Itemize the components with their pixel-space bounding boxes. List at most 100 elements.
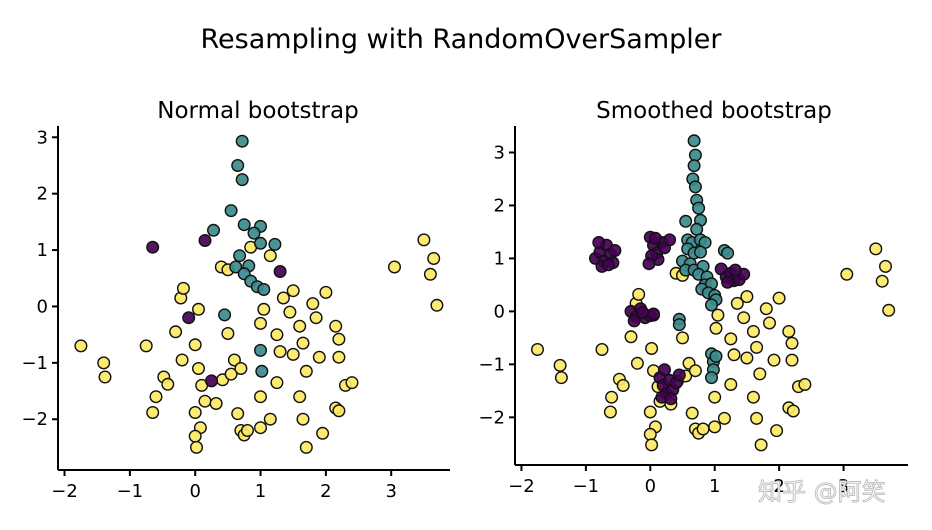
data-point-class-2 bbox=[74, 339, 88, 353]
data-point-class-0 bbox=[204, 374, 218, 388]
data-point-class-2 bbox=[332, 350, 346, 364]
y-tick-label: 0 bbox=[494, 301, 505, 322]
data-point-class-1 bbox=[255, 364, 269, 378]
x-tick-label: 2 bbox=[320, 481, 331, 502]
data-point-class-2 bbox=[770, 424, 784, 438]
data-point-class-2 bbox=[161, 377, 175, 391]
data-point-class-2 bbox=[191, 302, 205, 316]
data-point-class-2 bbox=[730, 296, 744, 310]
data-point-class-2 bbox=[293, 319, 307, 333]
data-point-class-0 bbox=[627, 314, 641, 328]
data-point-class-1 bbox=[206, 223, 220, 237]
data-point-class-2 bbox=[286, 347, 300, 361]
data-point-class-0 bbox=[658, 363, 672, 377]
x-tick-label: 3 bbox=[838, 476, 849, 497]
y-tick-label: 2 bbox=[494, 195, 505, 216]
data-point-class-2 bbox=[417, 233, 431, 247]
data-point-class-2 bbox=[175, 353, 189, 367]
data-point-class-2 bbox=[240, 424, 254, 438]
data-point-class-2 bbox=[708, 390, 722, 404]
data-point-class-1 bbox=[235, 134, 249, 148]
data-point-class-2 bbox=[188, 338, 202, 352]
data-point-class-2 bbox=[329, 319, 343, 333]
data-point-class-2 bbox=[754, 438, 768, 452]
data-point-class-2 bbox=[767, 353, 781, 367]
data-point-class-2 bbox=[882, 303, 896, 317]
data-point-class-2 bbox=[595, 343, 609, 357]
data-point-class-1 bbox=[687, 134, 701, 148]
data-point-class-2 bbox=[253, 316, 267, 330]
data-point-class-2 bbox=[553, 358, 567, 372]
data-point-class-2 bbox=[740, 351, 754, 365]
data-point-class-2 bbox=[696, 422, 710, 436]
data-point-class-1 bbox=[692, 201, 706, 215]
data-point-class-2 bbox=[616, 379, 630, 393]
data-point-class-2 bbox=[306, 297, 320, 311]
panel-title-normal-bootstrap: Normal bootstrap bbox=[157, 98, 358, 124]
data-point-class-2 bbox=[737, 311, 751, 325]
data-point-class-2 bbox=[198, 394, 212, 408]
data-point-class-2 bbox=[270, 376, 284, 390]
data-point-class-2 bbox=[685, 406, 699, 420]
data-point-class-0 bbox=[608, 243, 622, 257]
x-tick-label: −2 bbox=[508, 476, 535, 497]
data-point-class-1 bbox=[688, 148, 702, 162]
data-point-class-2 bbox=[188, 406, 202, 420]
data-point-class-2 bbox=[309, 311, 323, 325]
y-tick-label: 0 bbox=[37, 296, 48, 317]
figure-title: Resampling with RandomOverSampler bbox=[201, 24, 723, 55]
data-point-class-2 bbox=[146, 406, 160, 420]
data-point-class-2 bbox=[257, 302, 271, 316]
data-point-class-2 bbox=[782, 325, 796, 339]
data-point-class-1 bbox=[247, 226, 261, 240]
data-point-class-2 bbox=[869, 242, 883, 256]
x-tick-label: −1 bbox=[573, 476, 600, 497]
data-point-class-0 bbox=[648, 231, 662, 245]
x-tick-label: 1 bbox=[255, 481, 266, 502]
data-point-class-2 bbox=[750, 411, 764, 425]
data-point-class-2 bbox=[231, 407, 245, 421]
data-point-class-1 bbox=[237, 218, 251, 232]
data-point-class-2 bbox=[189, 440, 203, 454]
data-point-class-2 bbox=[169, 325, 183, 339]
data-point-class-2 bbox=[603, 405, 617, 419]
data-point-class-1 bbox=[705, 298, 719, 312]
data-point-class-1 bbox=[687, 159, 701, 173]
data-point-class-2 bbox=[293, 390, 307, 404]
data-point-class-0 bbox=[664, 392, 678, 406]
data-point-class-2 bbox=[759, 302, 773, 316]
data-point-class-2 bbox=[643, 405, 657, 419]
data-point-class-2 bbox=[188, 429, 202, 443]
panel-smoothed-bootstrap: Smoothed bootstrap −2 −1 0 1 2 3 −2 −1 0 1 2 3 bbox=[478, 98, 908, 497]
data-point-class-2 bbox=[605, 390, 619, 404]
data-point-class-1 bbox=[268, 237, 282, 251]
data-point-class-2 bbox=[423, 267, 437, 281]
x-tick-label: 2 bbox=[773, 476, 784, 497]
y-tick-label: 1 bbox=[494, 248, 505, 269]
x-tick-label: 0 bbox=[189, 481, 200, 502]
data-point-class-2 bbox=[270, 328, 284, 342]
data-point-class-2 bbox=[750, 340, 764, 354]
data-point-class-2 bbox=[312, 350, 326, 364]
data-point-class-2 bbox=[234, 362, 248, 376]
data-point-class-0 bbox=[601, 258, 615, 272]
data-point-class-2 bbox=[786, 404, 800, 418]
x-tick-label: −1 bbox=[117, 481, 144, 502]
data-point-class-2 bbox=[645, 342, 659, 356]
data-point-class-2 bbox=[263, 249, 277, 263]
data-point-class-2 bbox=[785, 336, 799, 350]
data-point-class-2 bbox=[531, 343, 545, 357]
y-tick-label: 2 bbox=[37, 184, 48, 205]
data-point-class-2 bbox=[332, 404, 346, 418]
data-point-class-0 bbox=[663, 233, 677, 247]
x-tick-label: −2 bbox=[51, 481, 78, 502]
data-point-class-2 bbox=[283, 305, 297, 319]
data-point-class-0 bbox=[636, 306, 650, 320]
data-point-class-2 bbox=[746, 390, 760, 404]
data-point-class-2 bbox=[263, 412, 277, 426]
data-point-class-0 bbox=[721, 275, 735, 289]
data-point-class-2 bbox=[388, 260, 402, 274]
y-tick-label: −1 bbox=[478, 354, 505, 375]
data-point-class-1 bbox=[688, 180, 702, 194]
data-point-class-2 bbox=[273, 345, 287, 359]
